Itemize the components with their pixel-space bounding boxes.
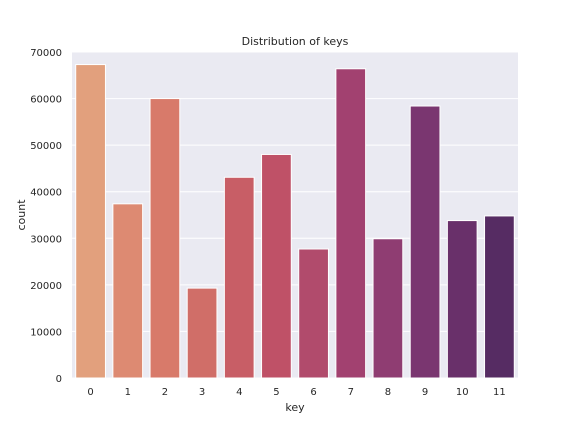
x-tick-label: 4 bbox=[236, 387, 242, 398]
bar-key-7 bbox=[335, 68, 367, 379]
bar-key-5 bbox=[261, 153, 292, 379]
y-tick-label: 50000 bbox=[30, 141, 62, 152]
x-axis-label: key bbox=[285, 401, 305, 414]
x-tick-label: 3 bbox=[199, 387, 205, 398]
bar-key-10 bbox=[446, 220, 478, 379]
y-tick-label: 70000 bbox=[30, 48, 62, 59]
bar-key-9 bbox=[409, 105, 441, 379]
bar-key-4 bbox=[223, 176, 255, 379]
x-tick-label: 5 bbox=[273, 387, 279, 398]
y-tick-label: 30000 bbox=[30, 234, 62, 245]
bar-key-11 bbox=[484, 215, 515, 379]
x-tick-label: 11 bbox=[493, 387, 506, 398]
x-tick-label: 1 bbox=[125, 387, 131, 398]
bar-key-2 bbox=[149, 98, 181, 379]
bars bbox=[75, 64, 515, 379]
bar-key-8 bbox=[372, 238, 404, 379]
bar-key-6 bbox=[298, 248, 329, 379]
x-tick-label: 0 bbox=[87, 387, 93, 398]
x-tick-label: 2 bbox=[162, 387, 168, 398]
y-tick-label: 20000 bbox=[30, 281, 62, 292]
bar-key-0 bbox=[75, 64, 106, 379]
x-tick-label: 9 bbox=[422, 387, 428, 398]
gridlines bbox=[72, 51, 518, 379]
x-tick-label: 6 bbox=[310, 387, 316, 398]
y-tick-label: 0 bbox=[56, 374, 62, 385]
plot-area bbox=[72, 52, 518, 378]
chart-title: Distribution of keys bbox=[242, 35, 349, 48]
y-axis-label: count bbox=[15, 199, 28, 231]
y-tick-labels: 0 10000 20000 30000 40000 50000 60000 70000 bbox=[30, 48, 62, 385]
bar-key-3 bbox=[186, 287, 218, 379]
y-tick-label: 10000 bbox=[30, 327, 62, 338]
x-tick-label: 10 bbox=[456, 387, 469, 398]
y-tick-label: 40000 bbox=[30, 188, 62, 199]
x-tick-labels: 0 1 2 3 4 5 6 7 8 9 10 11 bbox=[87, 387, 505, 398]
x-tick-label: 7 bbox=[348, 387, 354, 398]
bar-key-1 bbox=[112, 203, 144, 379]
y-tick-label: 60000 bbox=[30, 95, 62, 106]
x-tick-label: 8 bbox=[385, 387, 391, 398]
